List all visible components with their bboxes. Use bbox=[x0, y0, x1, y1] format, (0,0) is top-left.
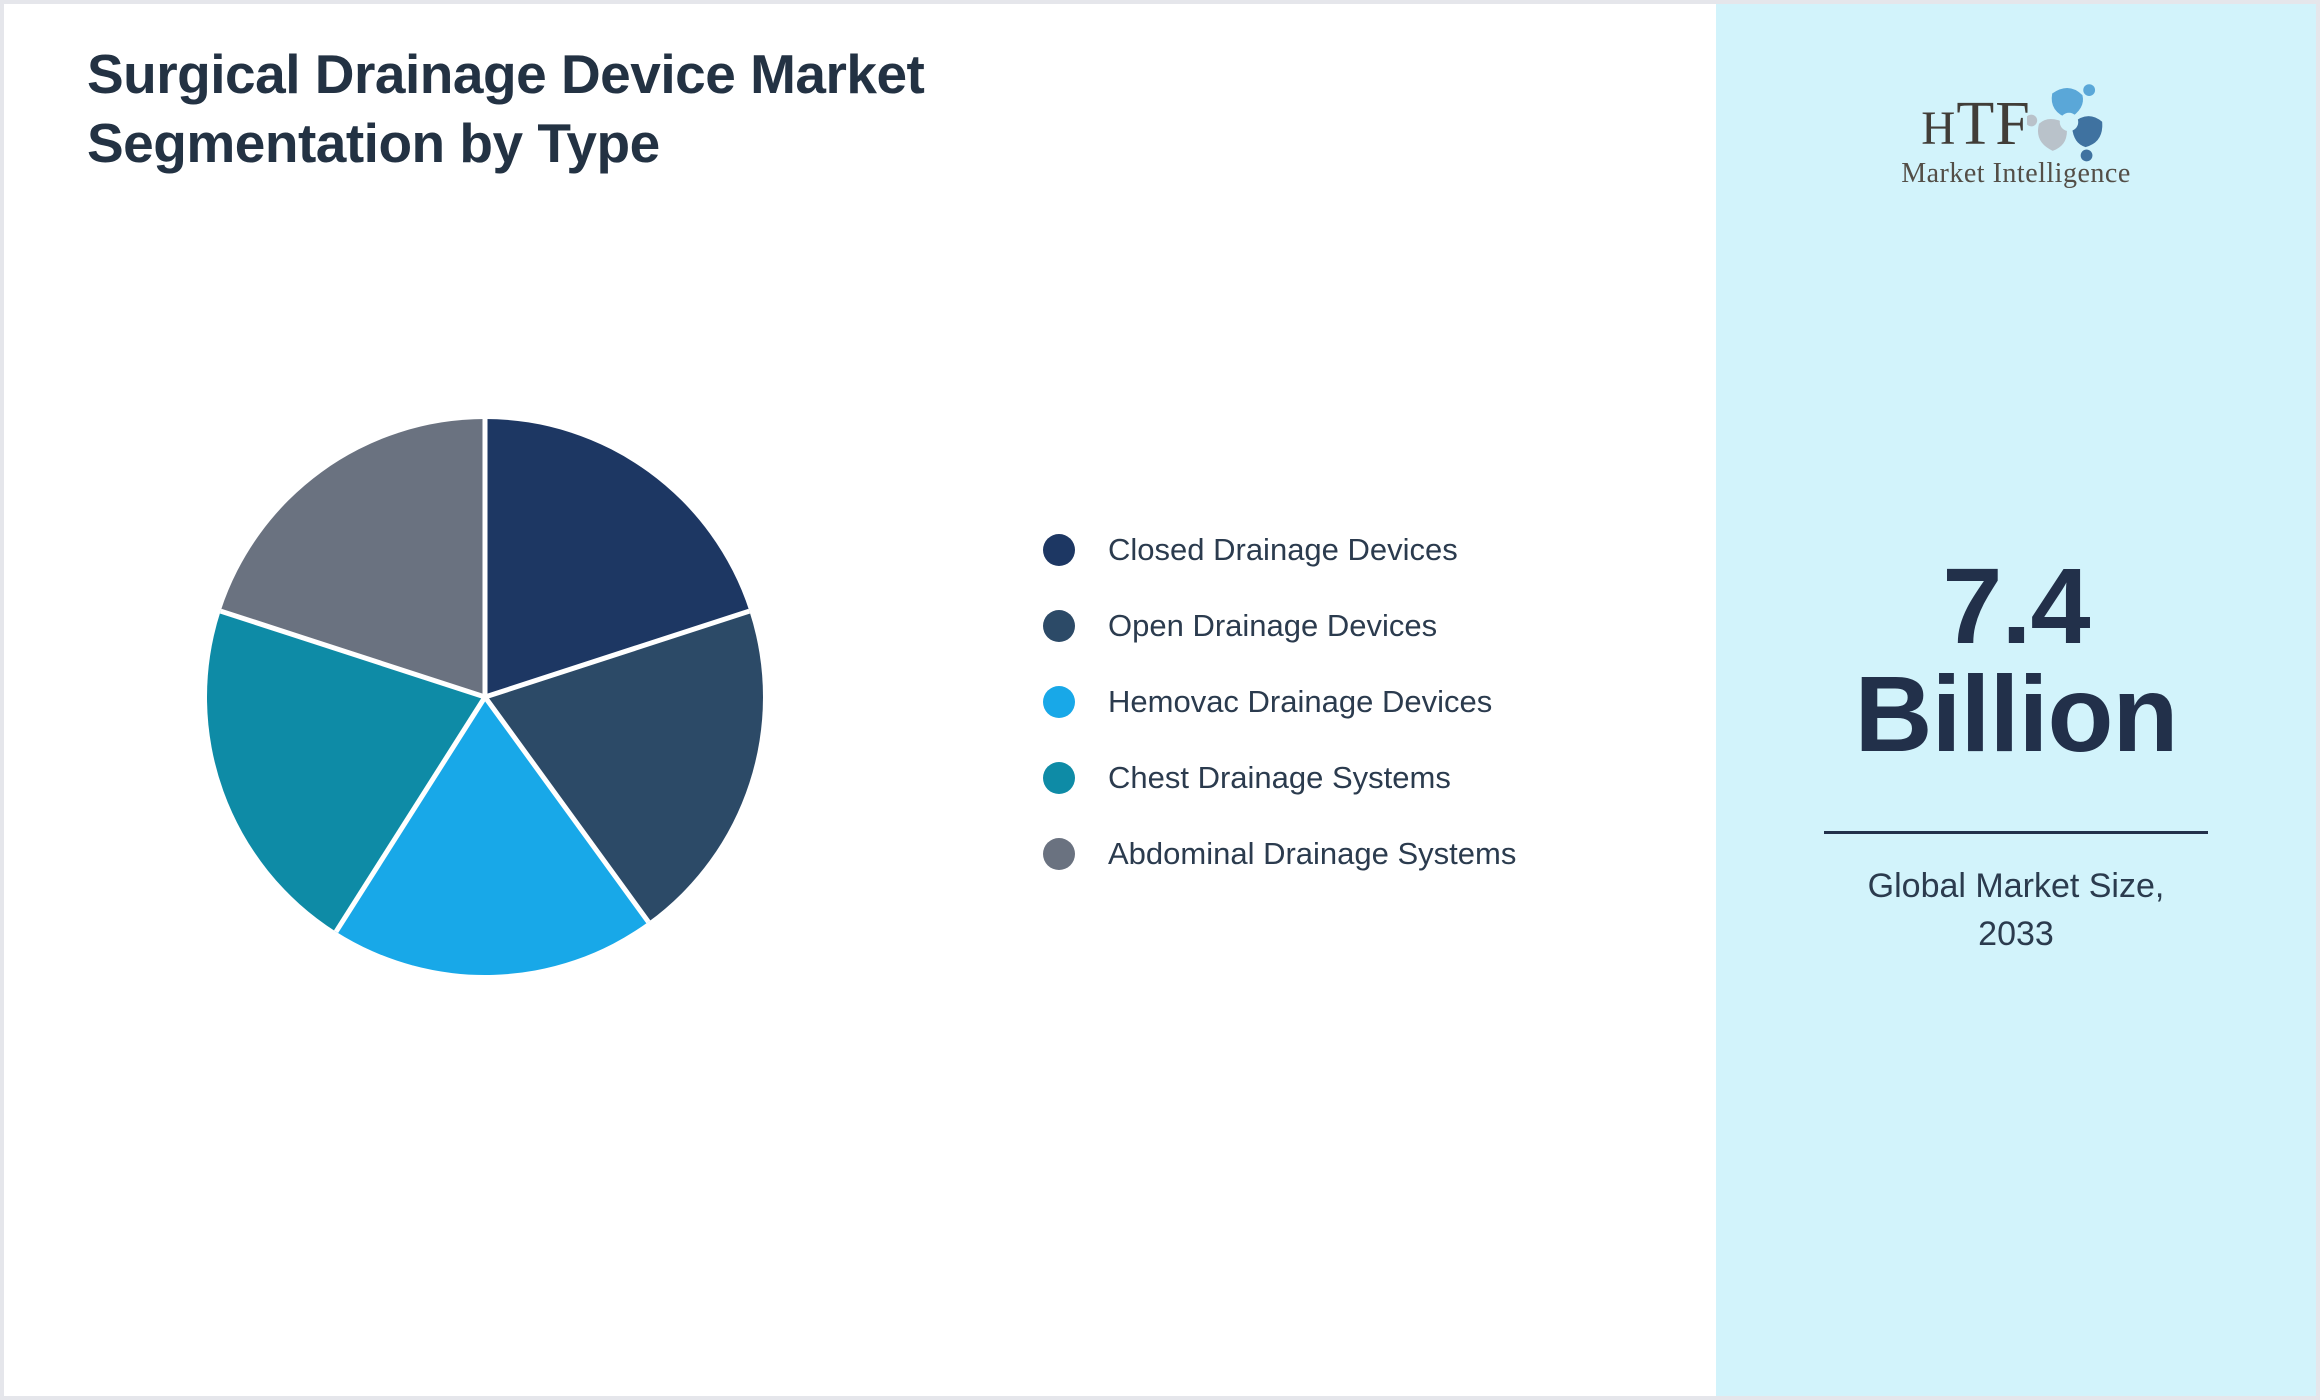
logo-swirl-icon bbox=[2026, 84, 2102, 162]
htf-logo: HTF Market Int bbox=[1716, 84, 2316, 190]
logo-subtitle: Market Intelligence bbox=[1901, 158, 2131, 189]
pie-slice-separator bbox=[482, 695, 651, 924]
legend-item: Hemovac Drainage Devices bbox=[1043, 664, 1516, 740]
legend-dot bbox=[1043, 762, 1075, 794]
page-title: Surgical Drainage Device Market Segmenta… bbox=[87, 40, 925, 178]
legend-dot bbox=[1043, 534, 1075, 566]
logo-text: HTF bbox=[1921, 89, 2031, 158]
pie-slice bbox=[207, 611, 485, 932]
page-title-line1: Surgical Drainage Device Market bbox=[87, 43, 925, 105]
legend-item: Closed Drainage Devices bbox=[1043, 512, 1516, 588]
pie-slice bbox=[485, 611, 763, 922]
pie-slice bbox=[220, 419, 486, 697]
market-size-value: 7.4 bbox=[1942, 545, 2090, 666]
legend-dot bbox=[1043, 610, 1075, 642]
sidebar-panel: HTF Market Int bbox=[1716, 4, 2316, 1396]
legend-item: Abdominal Drainage Systems bbox=[1043, 816, 1516, 892]
pie-slice bbox=[336, 697, 649, 975]
pie-slice bbox=[485, 419, 750, 697]
htf-logo-top: HTF bbox=[1921, 84, 2110, 164]
legend-label: Hemovac Drainage Devices bbox=[1108, 684, 1493, 719]
legend-item: Open Drainage Devices bbox=[1043, 588, 1516, 664]
market-size-unit: Billion bbox=[1854, 653, 2179, 774]
divider-line bbox=[1824, 831, 2208, 834]
market-size-metric: 7.4 Billion bbox=[1716, 552, 2316, 768]
pie-chart bbox=[205, 417, 765, 977]
legend: Closed Drainage Devices Open Drainage De… bbox=[1043, 512, 1516, 892]
legend-dot bbox=[1043, 838, 1075, 870]
legend-item: Chest Drainage Systems bbox=[1043, 740, 1516, 816]
legend-label: Closed Drainage Devices bbox=[1108, 532, 1458, 567]
legend-label: Chest Drainage Systems bbox=[1108, 760, 1451, 795]
legend-label: Open Drainage Devices bbox=[1108, 608, 1438, 643]
pie-slice-separator bbox=[219, 608, 486, 700]
legend-label: Abdominal Drainage Systems bbox=[1108, 836, 1517, 871]
market-size-caption: Global Market Size, 2033 bbox=[1867, 867, 2165, 953]
pie-chart-svg bbox=[207, 419, 763, 975]
pie-slice-separator bbox=[333, 695, 488, 934]
legend-dot bbox=[1043, 686, 1075, 718]
page-title-line2: Segmentation by Type bbox=[87, 112, 660, 174]
pie-slice-separator bbox=[484, 608, 751, 700]
